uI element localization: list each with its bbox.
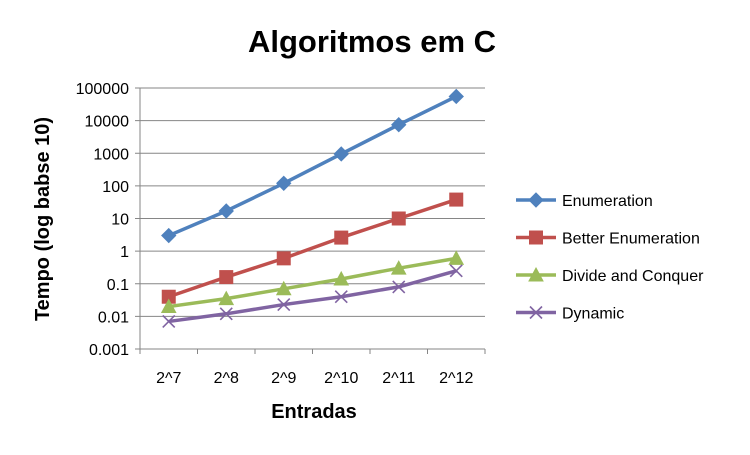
y-tick-label: 0.1 — [107, 277, 129, 294]
x-tick-label: 2^12 — [439, 370, 473, 387]
x-tick-label: 2^10 — [324, 370, 358, 387]
data-point — [161, 227, 177, 244]
data-point — [390, 260, 407, 275]
data-point — [160, 298, 177, 314]
x-marker-stroke — [392, 280, 406, 294]
legend-marker — [529, 230, 543, 245]
data-point — [219, 270, 234, 285]
x-marker-stroke — [334, 290, 348, 304]
x-marker-stroke — [529, 305, 543, 320]
legend-item-divide-and-conquer: Divide and Conquer — [516, 266, 704, 285]
legend-marker — [529, 305, 543, 320]
data-point — [276, 251, 291, 266]
data-point — [449, 264, 463, 278]
y-tick-label: 0.001 — [89, 342, 129, 359]
y-tick-label: 10000 — [85, 114, 130, 131]
data-point — [276, 175, 292, 191]
series-group — [160, 88, 465, 328]
data-point — [333, 146, 349, 162]
legend-item-better-enumeration: Better Enumeration — [516, 230, 700, 248]
x-tick-label: 2^7 — [156, 370, 181, 387]
data-point — [162, 314, 176, 328]
data-point — [218, 290, 235, 306]
data-point — [448, 250, 465, 265]
series-better-enumeration — [161, 192, 464, 304]
y-tick-label: 100 — [102, 179, 129, 196]
legend-item-enumeration: Enumeration — [516, 192, 653, 210]
data-point — [334, 290, 348, 304]
x-marker-stroke — [162, 314, 176, 328]
legend: Enumeration Better Enumeration Divide and … — [516, 192, 704, 323]
y-axis-title: Tempo (log babse 10) — [32, 117, 54, 321]
data-point — [275, 280, 292, 296]
data-point — [392, 280, 406, 294]
chart-title: Algoritmos em C — [248, 24, 496, 59]
legend-label: Dynamic — [562, 306, 624, 323]
y-tick-label: 1 — [120, 244, 129, 261]
legend-marker — [528, 192, 544, 208]
y-tick-label: 10 — [111, 212, 129, 229]
x-marker-stroke — [277, 298, 291, 312]
x-marker-stroke — [219, 307, 233, 321]
data-point — [391, 116, 407, 133]
x-axis-title: Entradas — [271, 401, 357, 423]
legend-marker — [528, 266, 544, 282]
y-tick-label: 100000 — [76, 81, 129, 98]
series-line-divide-and-conquer — [168, 256, 457, 309]
series-line-dynamic — [168, 269, 457, 324]
series-dynamic — [162, 264, 463, 328]
legend-item-dynamic: Dynamic — [516, 306, 624, 323]
x-tick-label: 2^9 — [271, 370, 296, 387]
series-line-enumeration — [168, 94, 458, 238]
data-point — [277, 298, 291, 312]
legend-label: Enumeration — [562, 193, 653, 210]
data-point — [448, 88, 464, 105]
series-divide-and-conquer — [160, 250, 465, 314]
x-tick-label: 2^8 — [214, 370, 239, 387]
data-point — [449, 192, 464, 207]
data-point — [219, 307, 233, 321]
data-point — [218, 203, 234, 219]
axes: 0.001 0.01 0.1 1 10 100 1000 10000 100000 2^7 2^8 2… — [76, 81, 486, 387]
x-tick-label: 2^11 — [382, 370, 415, 387]
series-line-better-enumeration — [168, 197, 457, 299]
data-point — [391, 211, 406, 226]
y-tick-label: 1000 — [93, 146, 129, 163]
data-point — [333, 270, 350, 286]
y-tick-label: 0.01 — [98, 309, 129, 326]
x-marker-stroke — [449, 264, 463, 278]
data-point — [334, 230, 349, 245]
series-enumeration — [161, 88, 464, 244]
legend-label: Divide and Conquer — [562, 268, 704, 285]
legend-label: Better Enumeration — [562, 231, 700, 248]
